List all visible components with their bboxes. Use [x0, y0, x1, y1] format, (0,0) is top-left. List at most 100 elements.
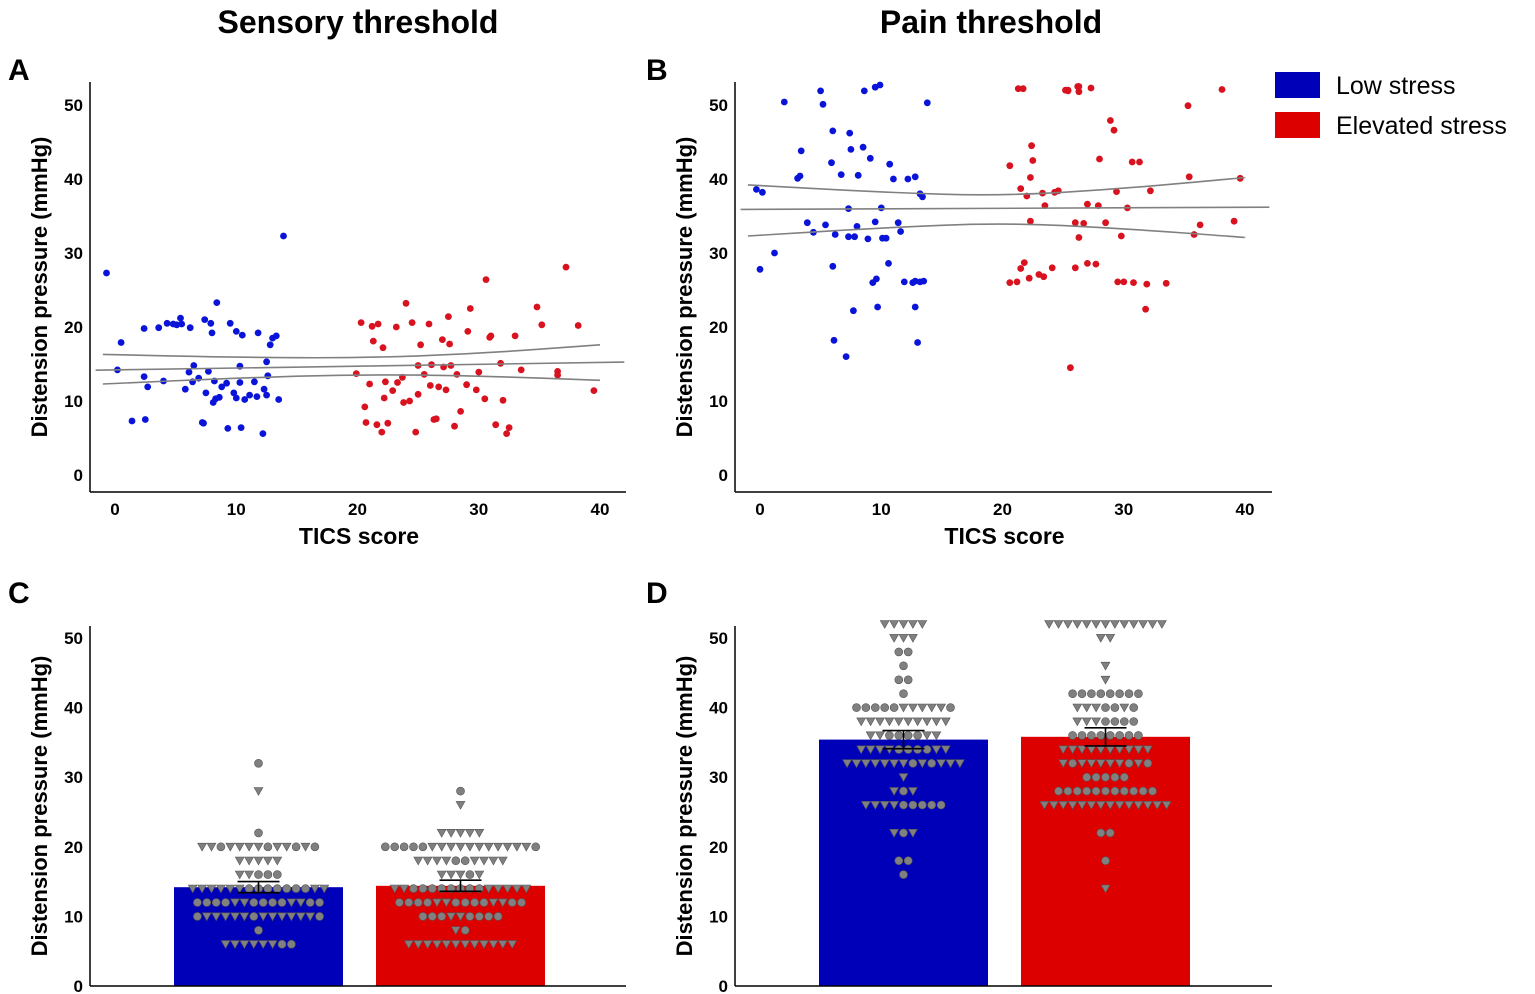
- individual-point-triangle: [945, 759, 956, 769]
- y-tick-label: 0: [719, 977, 728, 994]
- data-point-elevated-stress: [425, 320, 433, 328]
- data-point-elevated-stress: [389, 387, 397, 394]
- data-point-low-stress: [850, 307, 857, 315]
- individual-point-circle: [409, 842, 418, 852]
- individual-point-triangle: [865, 731, 876, 741]
- data-point-elevated-stress: [1218, 86, 1226, 93]
- y-tick-label: 30: [709, 244, 728, 263]
- data-point-low-stress: [207, 319, 215, 327]
- data-point-elevated-stress: [499, 396, 507, 404]
- individual-point-triangle: [488, 940, 499, 950]
- individual-point-triangle: [427, 842, 438, 852]
- individual-point-circle: [899, 800, 908, 810]
- data-point-low-stress: [218, 383, 226, 391]
- individual-point-triangle: [1142, 801, 1153, 810]
- individual-point-circle: [899, 870, 908, 879]
- scatter-panel-pain: 0 10 20 30 40 50 0 10 20 30 40 TICS score Distension…: [672, 81, 1272, 549]
- individual-point-triangle: [267, 912, 278, 922]
- individual-point-triangle: [907, 703, 918, 713]
- data-point-low-stress: [851, 233, 858, 241]
- data-point-low-stress: [819, 100, 827, 108]
- individual-point-circle: [418, 912, 428, 921]
- individual-point-triangle: [488, 898, 499, 908]
- data-point-elevated-stress: [1006, 162, 1014, 170]
- individual-point-triangle: [413, 940, 424, 950]
- data-point-low-stress: [272, 332, 280, 340]
- data-point-elevated-stress: [503, 430, 510, 437]
- data-point-low-stress: [144, 383, 152, 391]
- legend-label-low-stress: Low stress: [1336, 72, 1455, 100]
- data-point-elevated-stress: [379, 344, 387, 352]
- individual-point-circle: [474, 912, 484, 921]
- data-point-low-stress: [201, 316, 209, 323]
- data-point-low-stress: [911, 303, 919, 311]
- y-axis-label: Distension pressure (mmHg): [27, 656, 52, 957]
- data-point-low-stress: [845, 233, 852, 241]
- individual-point-circle: [1082, 786, 1091, 796]
- individual-point-triangle: [403, 940, 414, 950]
- data-point-elevated-stress: [442, 386, 450, 394]
- individual-point-circle: [885, 731, 894, 740]
- legend: Low stress Elevated stress: [1275, 72, 1507, 140]
- individual-point-circle: [465, 912, 475, 921]
- data-point-elevated-stress: [533, 303, 541, 311]
- individual-point-triangle: [230, 940, 240, 950]
- individual-point-circle: [249, 912, 259, 921]
- individual-point-triangle: [1161, 801, 1172, 810]
- data-point-elevated-stress: [373, 421, 381, 429]
- data-point-elevated-stress: [400, 399, 407, 406]
- individual-point-triangle: [455, 912, 466, 922]
- individual-point-triangle: [1091, 703, 1102, 713]
- data-point-low-stress: [226, 319, 234, 327]
- individual-point-triangle: [253, 787, 264, 796]
- individual-point-triangle: [903, 717, 914, 727]
- individual-point-triangle: [1048, 801, 1059, 810]
- individual-point-circle: [1120, 772, 1129, 782]
- data-point-elevated-stress: [453, 371, 461, 378]
- individual-point-triangle: [460, 940, 471, 950]
- individual-point-triangle: [319, 884, 330, 894]
- data-point-elevated-stress: [380, 394, 388, 402]
- individual-point-circle: [1105, 689, 1115, 699]
- data-point-low-stress: [866, 154, 874, 162]
- individual-point-triangle: [450, 940, 461, 950]
- data-point-elevated-stress: [445, 313, 452, 320]
- individual-point-circle: [889, 703, 899, 712]
- individual-point-triangle: [441, 856, 452, 866]
- individual-point-circle: [277, 939, 287, 949]
- individual-point-circle: [254, 870, 263, 879]
- individual-point-triangle: [230, 898, 240, 908]
- individual-point-triangle: [1039, 801, 1050, 810]
- individual-point-circle: [460, 925, 470, 935]
- data-point-elevated-stress: [1092, 260, 1100, 268]
- individual-point-triangle: [865, 717, 876, 727]
- data-point-elevated-stress: [1071, 219, 1079, 227]
- individual-point-circle: [451, 898, 461, 907]
- individual-point-circle: [263, 884, 273, 893]
- data-point-low-stress: [919, 193, 926, 201]
- data-point-elevated-stress: [1025, 274, 1033, 282]
- individual-point-circle: [315, 898, 324, 907]
- individual-point-triangle: [870, 801, 881, 810]
- individual-point-circle: [272, 870, 282, 879]
- y-tick-label: 50: [64, 629, 83, 648]
- data-point-low-stress: [817, 87, 824, 95]
- individual-point-circle: [899, 786, 908, 796]
- individual-point-circle: [470, 898, 479, 907]
- individual-point-circle: [903, 856, 913, 866]
- individual-point-triangle: [474, 842, 485, 852]
- individual-point-triangle: [295, 898, 306, 908]
- individual-point-circle: [1063, 786, 1073, 796]
- y-axis-label: Distension pressure (mmHg): [672, 656, 697, 957]
- data-point-elevated-stress: [463, 381, 470, 389]
- data-point-elevated-stress: [414, 390, 422, 398]
- individual-point-triangle: [187, 884, 198, 894]
- bar-elevated-stress: [376, 885, 545, 986]
- individual-point-triangle: [851, 759, 862, 769]
- individual-point-circle: [380, 842, 390, 852]
- individual-point-triangle: [436, 870, 447, 880]
- individual-point-triangle: [931, 731, 942, 741]
- y-tick-label: 40: [64, 699, 83, 718]
- individual-point-circle: [1129, 717, 1138, 726]
- individual-point-triangle: [295, 912, 306, 922]
